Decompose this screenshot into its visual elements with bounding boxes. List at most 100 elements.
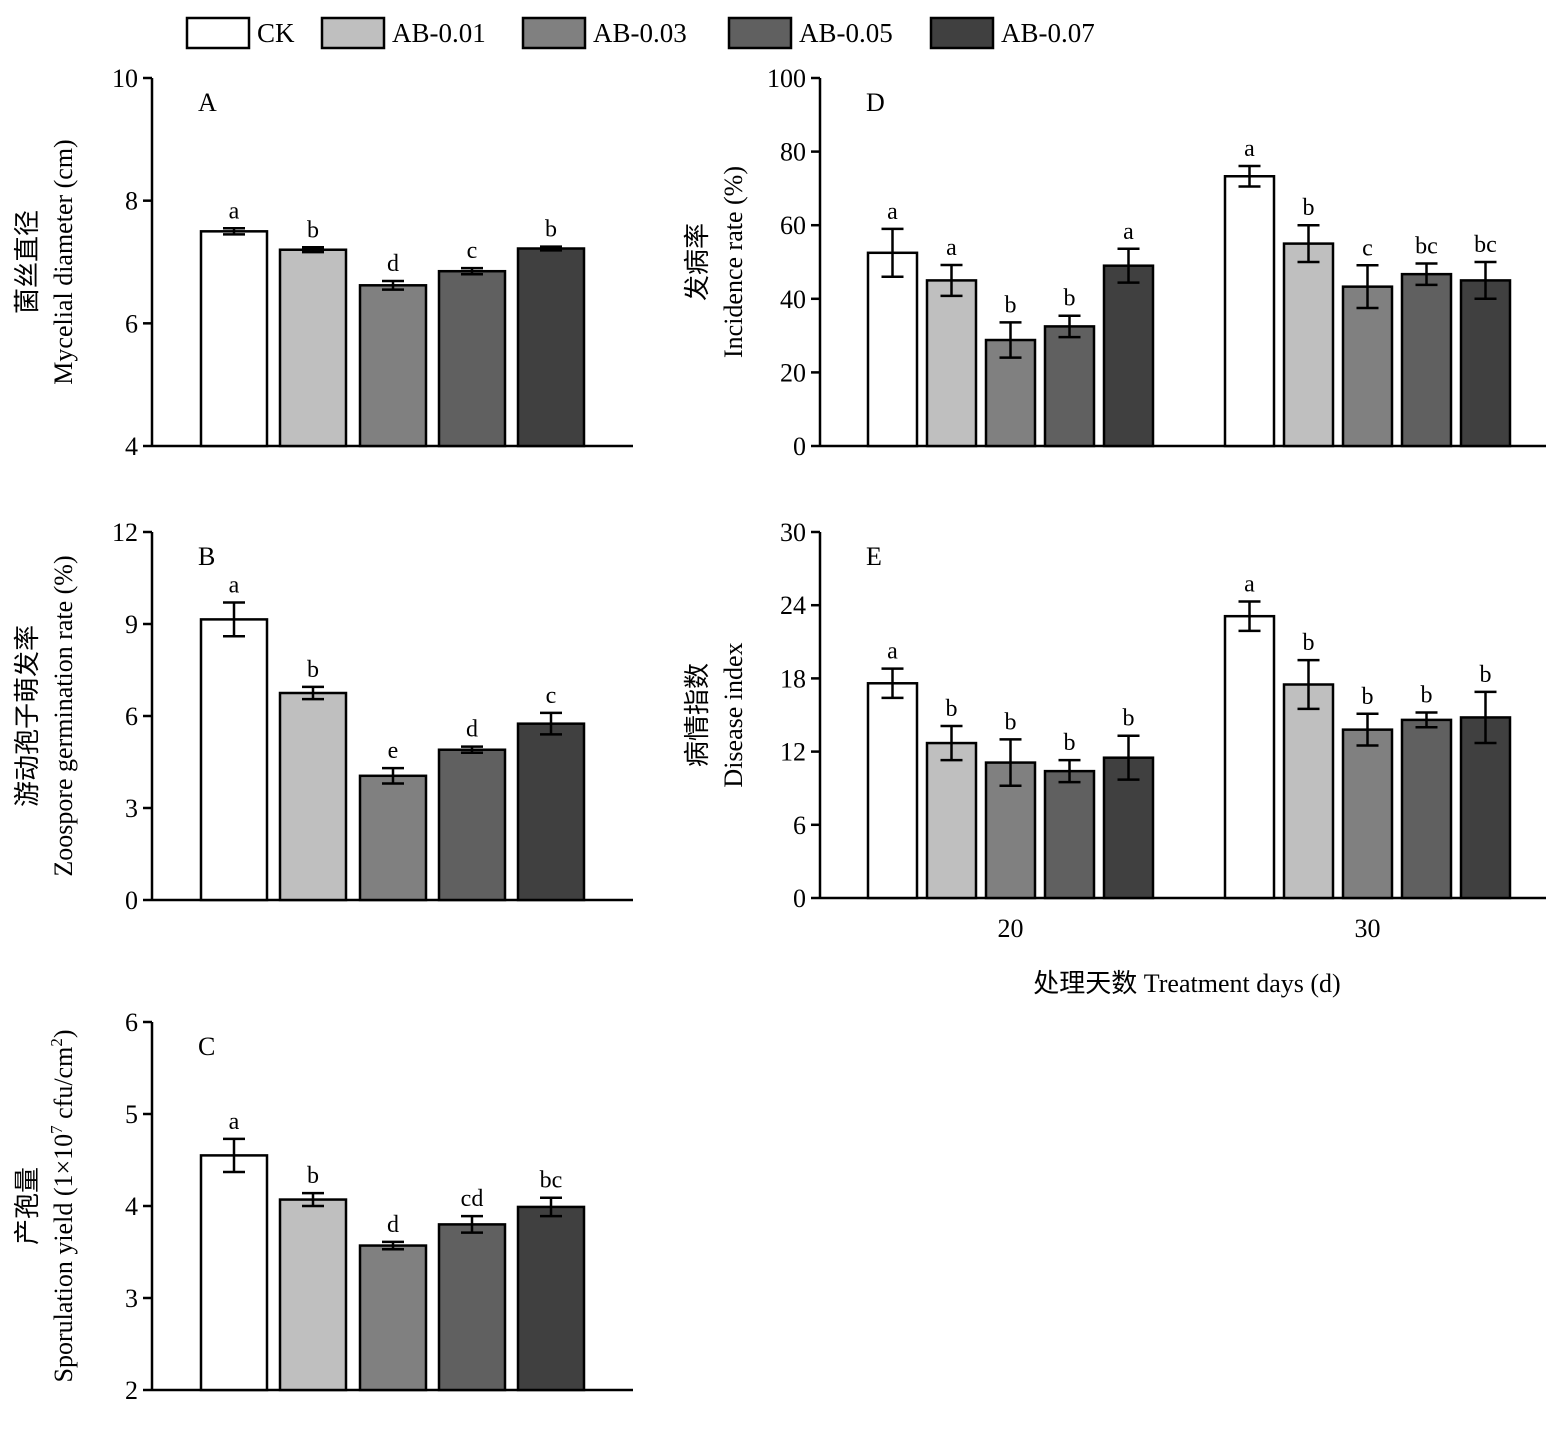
significance-label-3: c	[467, 238, 478, 264]
chart-panels: 4 6 8 10 A 菌丝直径 Mycelial diameter (cm) a b d c b 0 3 6…	[13, 64, 1546, 1405]
bar-3	[437, 748, 507, 902]
y-axis-title-cn: 菌丝直径	[13, 210, 42, 314]
y-tick-label-3: 60	[780, 211, 806, 240]
bar-1-0	[1223, 175, 1276, 448]
y-tick-label-2: 40	[780, 285, 806, 314]
y-tick-label-0: 2	[125, 1376, 138, 1405]
bar-0	[199, 618, 269, 902]
y-axis-title-cn: 发病率	[683, 223, 712, 301]
significance-label-0-2: b	[1005, 709, 1017, 735]
legend-label-2: AB-0.03	[593, 18, 687, 48]
y-tick-label-4: 24	[780, 591, 806, 620]
y-tick-label-0: 0	[125, 886, 138, 915]
legend-swatch-2	[521, 16, 587, 50]
significance-label-2: d	[387, 1212, 399, 1238]
significance-label-1-4: b	[1480, 662, 1492, 688]
bar-3	[437, 1223, 507, 1392]
legend-label-1: AB-0.01	[392, 18, 486, 48]
bar-1-0	[1223, 614, 1276, 900]
y-tick-label-1: 20	[780, 358, 806, 387]
y-axis-title-sup: 2	[47, 1038, 66, 1047]
y-tick-label-4: 6	[125, 1008, 138, 1037]
significance-label-3: d	[466, 717, 478, 743]
bar-1	[278, 1198, 348, 1392]
panel-b: 0 3 6 9 12 B 游动孢子萌发率 Zoospore germination rate …	[13, 518, 633, 915]
significance-label-4: bc	[540, 1168, 563, 1194]
x-category-label-0: 20	[998, 914, 1024, 943]
y-axis-title-part: )	[49, 1030, 78, 1039]
bar-0-4	[1102, 756, 1155, 900]
significance-label-0: a	[229, 198, 240, 224]
y-tick-label-2: 4	[125, 1192, 138, 1221]
legend-label-3: AB-0.05	[799, 18, 893, 48]
y-tick-label-0: 4	[125, 432, 138, 461]
y-tick-label-0: 0	[793, 432, 806, 461]
significance-label-0-4: b	[1123, 706, 1135, 732]
bar-1-3	[1400, 718, 1453, 900]
significance-label-1: b	[307, 217, 319, 243]
y-axis-title-cn: 游动孢子萌发率	[13, 625, 42, 807]
panel-letter: E	[866, 542, 882, 571]
bar-0-1	[925, 279, 978, 448]
significance-label-0-2: b	[1005, 292, 1017, 318]
significance-label-0: a	[229, 1109, 240, 1135]
bar-0-1	[925, 741, 978, 900]
significance-label-0: a	[229, 573, 240, 599]
bar-1-3	[1400, 272, 1453, 448]
bar-2	[358, 1244, 428, 1392]
y-tick-label-5: 30	[780, 518, 806, 547]
significance-label-1: b	[307, 1163, 319, 1189]
significance-label-4: b	[545, 217, 557, 243]
bar-0-0	[866, 251, 919, 448]
panel-d: 0 20 40 60 80 100 D 发病率 Incidence rate (%) a a b b a a…	[683, 64, 1546, 461]
bar-0	[199, 230, 269, 448]
panel-letter: A	[198, 88, 217, 117]
y-tick-label-0: 0	[793, 884, 806, 913]
panel-a: 4 6 8 10 A 菌丝直径 Mycelial diameter (cm) a b d c b	[13, 64, 633, 461]
significance-label-1-3: bc	[1415, 233, 1438, 259]
legend-swatch-3	[727, 16, 793, 50]
legend-swatch-1	[320, 16, 386, 50]
significance-label-1-2: b	[1362, 684, 1374, 710]
y-axis-title-sup: 7	[47, 1125, 66, 1134]
y-tick-label-4: 80	[780, 138, 806, 167]
bar-0-3	[1043, 325, 1096, 448]
bar-0-0	[866, 682, 919, 900]
legend-swatch-4	[929, 16, 995, 50]
y-tick-label-5: 100	[767, 64, 806, 93]
y-axis-title-part: cfu/cm	[49, 1047, 78, 1126]
significance-label-0-4: a	[1123, 219, 1134, 245]
significance-label-0-1: a	[946, 235, 957, 261]
bar-1	[278, 691, 348, 902]
bar-1	[278, 248, 348, 448]
y-tick-label-3: 9	[125, 610, 138, 639]
bar-0	[199, 1154, 269, 1392]
significance-label-0-3: b	[1064, 286, 1076, 312]
y-axis-title-cn: 病情指数	[683, 663, 712, 767]
y-tick-label-1: 6	[793, 811, 806, 840]
bar-3	[437, 269, 507, 448]
panel-letter: B	[198, 542, 215, 571]
bar-4	[516, 247, 586, 448]
legend-label-4: AB-0.07	[1001, 18, 1095, 48]
significance-label-1-0: a	[1244, 136, 1255, 162]
bar-4	[516, 722, 586, 902]
y-axis-title-cn: 产孢量	[13, 1167, 42, 1245]
panel-c: 2 3 4 5 6 C 产孢量 Sporulation yield (1×107 cfu/cm…	[13, 1008, 633, 1405]
bar-1-2	[1341, 285, 1394, 448]
significance-label-2: e	[388, 738, 399, 764]
y-tick-label-3: 5	[125, 1100, 138, 1129]
y-tick-label-3: 10	[112, 64, 138, 93]
y-tick-label-2: 8	[125, 187, 138, 216]
bar-0-4	[1102, 264, 1155, 448]
bar-2	[358, 774, 428, 902]
significance-label-1-4: bc	[1474, 232, 1497, 258]
bar-1-4	[1459, 716, 1512, 900]
y-axis-title-part: Sporulation yield (1×10	[49, 1134, 78, 1383]
legend: CK AB-0.01 AB-0.03 AB-0.05 AB-0.07	[185, 16, 1095, 50]
panel-letter: C	[198, 1032, 215, 1061]
bar-1-1	[1282, 683, 1335, 900]
x-category-label-1: 30	[1355, 914, 1381, 943]
significance-label-3: cd	[461, 1186, 484, 1212]
